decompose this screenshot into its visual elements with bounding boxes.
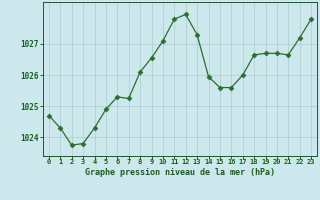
X-axis label: Graphe pression niveau de la mer (hPa): Graphe pression niveau de la mer (hPa) xyxy=(85,168,275,177)
